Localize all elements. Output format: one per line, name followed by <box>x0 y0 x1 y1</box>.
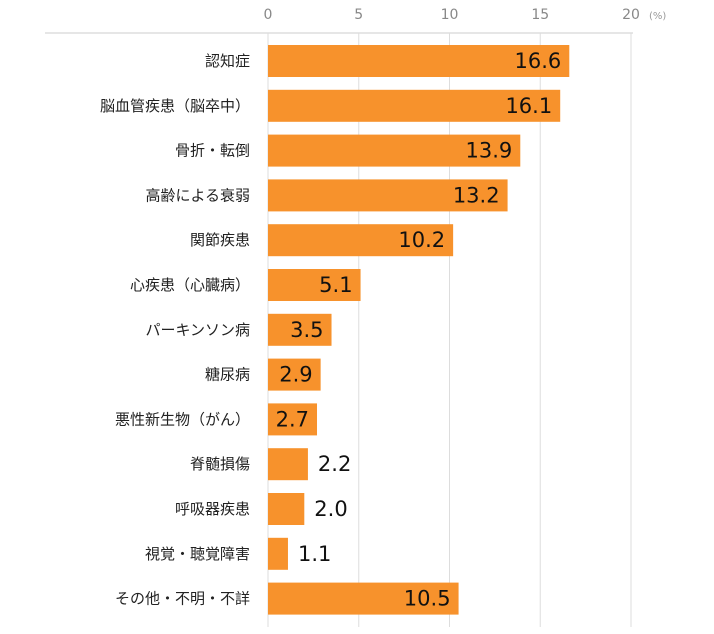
data-value-label: 5.1 <box>319 273 352 297</box>
category-label: 視覚・聴覚障害 <box>145 545 250 563</box>
x-axis: (%) 0 5 10 15 20 <box>264 7 667 23</box>
category-label: 悪性新生物（がん） <box>115 410 250 428</box>
data-value-label: 13.2 <box>453 183 500 207</box>
data-value-label: 1.1 <box>298 542 331 566</box>
x-axis-unit-label: (%) <box>649 11 666 22</box>
x-tick-label: 5 <box>354 7 363 23</box>
category-label: 骨折・転倒 <box>175 142 250 160</box>
bar <box>268 45 570 77</box>
bar <box>268 582 459 615</box>
category-label: 関節疾患 <box>190 231 250 249</box>
category-label: 高齢による衰弱 <box>145 186 250 204</box>
category-label: 脊髄損傷 <box>190 455 250 473</box>
bar <box>268 358 321 391</box>
data-value-label: 2.0 <box>314 497 347 521</box>
bar <box>268 269 361 301</box>
data-value-label: 16.1 <box>505 94 552 118</box>
x-tick-label: 20 <box>622 7 640 23</box>
data-value-label: 2.7 <box>276 407 309 431</box>
bar <box>268 537 288 570</box>
bar <box>268 224 454 257</box>
category-label: 糖尿病 <box>205 366 250 384</box>
gridlines <box>45 32 633 627</box>
bar <box>268 89 561 122</box>
data-value-label: 2.2 <box>318 452 351 476</box>
bar <box>268 313 332 346</box>
data-value-label: 13.9 <box>466 139 513 163</box>
x-tick-label: 0 <box>264 7 273 23</box>
category-label: パーキンソン病 <box>145 321 250 339</box>
bars: 認知症 16.6 脳血管疾患（脳卒中） 16.1 骨折・転倒 13.9 高齢による衰弱 13.… <box>100 45 570 615</box>
x-tick-label: 10 <box>441 7 459 23</box>
data-value-label: 10.5 <box>404 587 451 611</box>
category-label: 心疾患（心臓病） <box>130 276 250 294</box>
bar <box>268 134 521 167</box>
category-label: 脳血管疾患（脳卒中） <box>100 97 250 115</box>
bar <box>268 403 318 436</box>
bar <box>268 448 308 481</box>
bar <box>268 179 508 212</box>
category-label: 呼吸器疾患 <box>175 500 250 518</box>
data-value-label: 16.6 <box>515 49 562 73</box>
category-label: その他・不明・不詳 <box>115 590 250 608</box>
x-tick-label: 15 <box>531 7 549 23</box>
data-value-label: 3.5 <box>290 318 323 342</box>
bar <box>268 493 305 525</box>
category-label: 認知症 <box>205 52 250 70</box>
data-value-label: 10.2 <box>398 228 445 252</box>
data-value-label: 2.9 <box>279 363 312 387</box>
